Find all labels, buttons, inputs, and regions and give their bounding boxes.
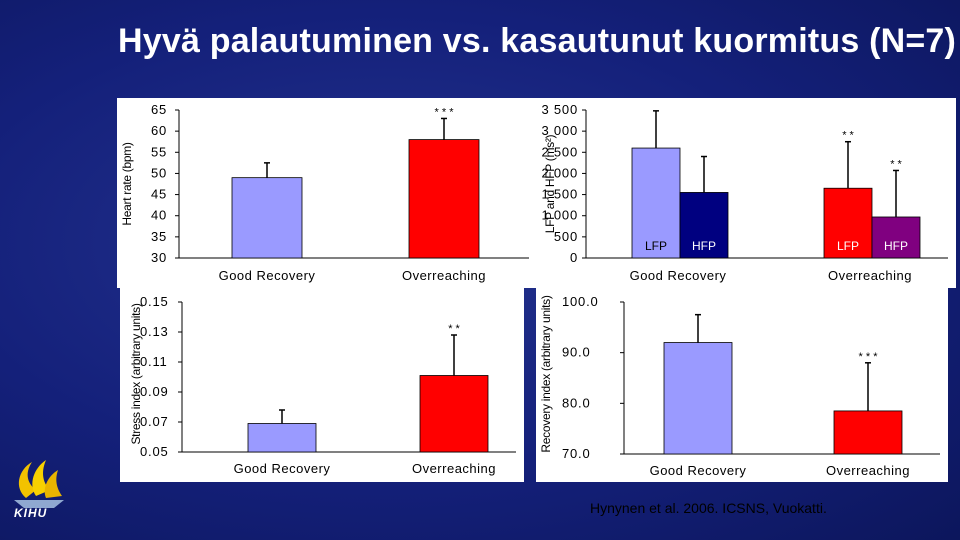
lfhf-series-label: LFP (837, 239, 859, 253)
lfp-hfp-chart: LFP and HFP (ms²) 0 500 1 000 1 500 2 000 2 50… (536, 98, 956, 288)
stress-y-axis-label: Stress index (arbitrary units) (129, 303, 143, 444)
lfhf-hfp-0-bar (679, 192, 729, 259)
recovery-y-tick-label: 80.0 (562, 395, 591, 410)
lfhf-y-tick-label: 3 000 (541, 123, 578, 138)
recovery-y-axis-label: Recovery index (arbitrary units) (539, 295, 553, 452)
recovery-category-label: Good Recovery (650, 463, 747, 478)
lfhf-y-tick-label: 0 (570, 250, 578, 265)
hr-y-tick-label: 30 (151, 250, 167, 265)
lfhf-series-label: LFP (645, 239, 667, 253)
stress-index-chart-svg: Stress index (arbitrary units)0.05 0.07 0.… (129, 294, 516, 476)
lfhf-y-tick-label: 3 500 (541, 102, 578, 117)
reference-citation: Hynynen et al. 2006. ICSNS, Vuokatti. (590, 500, 827, 516)
hr-1-bar (408, 139, 480, 259)
hr-y-tick-label: 35 (151, 229, 167, 244)
recovery-0-bar (663, 342, 733, 455)
lfhf-y-tick-label: 1 500 (541, 187, 578, 202)
hr-category-label: Good Recovery (219, 268, 316, 283)
stress-1-significance: * * (448, 323, 460, 335)
hr-1-significance: * * * (435, 106, 455, 118)
stress-y-tick-label: 0.13 (140, 324, 169, 339)
stress-1-bar (419, 375, 489, 453)
lfhf-lfp-0-bar (631, 147, 681, 259)
lfhf-y-tick-label: 2 000 (541, 165, 578, 180)
hr-y-tick-label: 45 (151, 187, 167, 202)
recovery-1-bar (833, 410, 903, 455)
lfhf-y-tick-label: 1 000 (541, 208, 578, 223)
hr-category-label: Overreaching (402, 268, 486, 283)
stress-y-tick-label: 0.07 (140, 414, 169, 429)
stress-y-tick-label: 0.15 (140, 294, 169, 309)
stress-y-tick-label: 0.09 (140, 384, 169, 399)
lfhf-lfp-1-bar (823, 187, 873, 259)
lfhf-y-tick-label: 500 (554, 229, 578, 244)
kihu-logo-text: KIHU (14, 506, 48, 520)
recovery-category-label: Overreaching (826, 463, 910, 478)
slide-title: Hyvä palautuminen vs. kasautunut kuormit… (118, 22, 957, 60)
lfhf-category-label: Good Recovery (630, 268, 727, 283)
hr-y-tick-label: 65 (151, 102, 167, 117)
hr-y-tick-label: 55 (151, 144, 167, 159)
lfhf-series-label: HFP (692, 239, 716, 253)
recovery-index-chart: Recovery index (arbitrary units) 70.0 80.0… (536, 288, 948, 482)
lfhf-y-tick-label: 2 500 (541, 144, 578, 159)
lfhf-hfp-1-significance: * * (890, 158, 902, 170)
heart-rate-chart: Heart rate (bpm) 30 35 40 45 50 55 60 65 Good Rec… (117, 98, 536, 288)
lfhf-hfp-1-bar (871, 216, 921, 259)
lfhf-series-label: HFP (884, 239, 908, 253)
kihu-logo (14, 460, 64, 508)
lfhf-y-axis-label: LFP and HFP (ms²) (543, 134, 557, 233)
lfhf-category-label: Overreaching (828, 268, 912, 283)
recovery-y-tick-label: 70.0 (562, 446, 591, 461)
lfp-hfp-chart-svg: LFP and HFP (ms²) 0 500 1 000 1 500 2 000 2 50… (541, 102, 948, 283)
stress-y-tick-label: 0.11 (140, 354, 168, 369)
recovery-y-tick-label: 90.0 (562, 345, 591, 360)
hr-y-tick-label: 40 (151, 208, 167, 223)
heart-rate-chart-svg: Heart rate (bpm) 30 35 40 45 50 55 60 65 Good Rec… (120, 102, 529, 283)
hr-y-tick-label: 50 (151, 165, 167, 180)
stress-y-tick-label: 0.05 (140, 444, 169, 459)
recovery-y-tick-label: 100.0 (562, 294, 599, 309)
stress-0-bar (247, 423, 317, 453)
hr-y-axis-label: Heart rate (bpm) (120, 142, 134, 226)
stress-index-chart: Stress index (arbitrary units) 0.05 0.07 0.… (120, 288, 524, 482)
lfhf-lfp-1-significance: * * (842, 130, 854, 142)
hr-0-bar (231, 177, 303, 259)
recovery-1-significance: * * * (859, 351, 879, 363)
stress-category-label: Good Recovery (234, 461, 331, 476)
hr-y-tick-label: 60 (151, 123, 167, 138)
recovery-index-chart-svg: Recovery index (arbitrary units) 70.0 80.0… (539, 294, 940, 478)
stress-category-label: Overreaching (412, 461, 496, 476)
